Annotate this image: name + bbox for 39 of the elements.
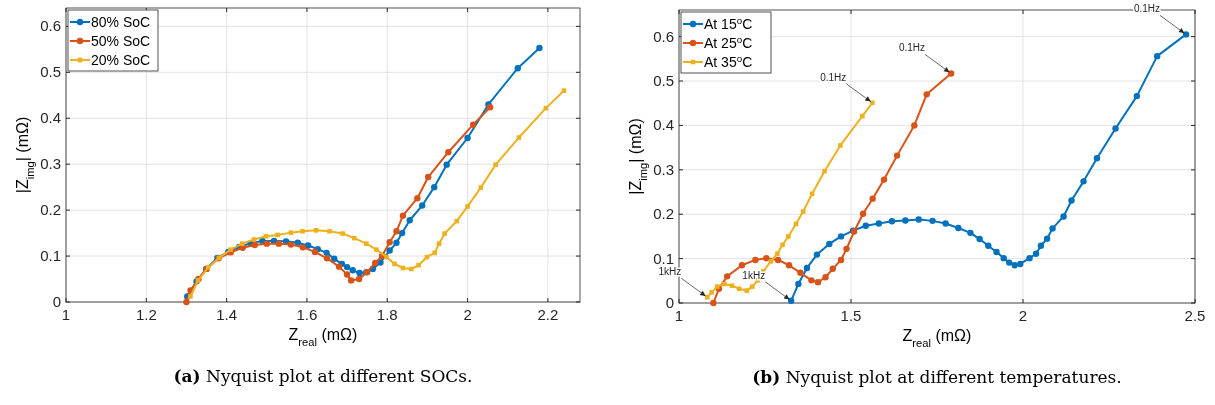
y-tick-label: 0.5: [40, 63, 61, 81]
y-tick-label: 0.4: [40, 109, 61, 127]
legend-label: 20% SoC: [91, 52, 151, 68]
annotation: 0.1Hz: [1133, 3, 1161, 15]
y-tick-label: 0.1: [653, 249, 674, 267]
x-tick-label: 2: [1018, 307, 1028, 324]
x-tick-label: 2.5: [1184, 307, 1206, 324]
x-axis-title: Z$_{real}$ (mΩ): [902, 327, 972, 349]
y-tick-label: 0.1: [40, 247, 61, 265]
x-tick-label: 2: [463, 306, 472, 323]
x-tick-label: 2.2: [537, 306, 559, 323]
y-tick-label: 0.6: [653, 27, 674, 45]
x-tick-label: 1.5: [840, 307, 862, 324]
x-tick-label: 1: [61, 306, 71, 323]
annotation: 0.1Hz: [820, 71, 847, 83]
x-tick-label: 1.8: [376, 306, 398, 323]
legend-label: 50% SoC: [91, 33, 151, 49]
legend-label: At 35$^{o}$C: [704, 52, 753, 70]
legend-label: 80% SoC: [91, 14, 151, 30]
y-tick-label: 0.4: [653, 116, 674, 134]
x-tick-label: 1.6: [296, 306, 318, 323]
x-tick-label: 1: [674, 307, 684, 324]
x-tick-label: 1.2: [135, 306, 157, 323]
annotation: 1kHz: [658, 266, 682, 278]
y-tick-label: 0.3: [653, 160, 674, 178]
x-axis-title: Z$_{real}$ (mΩ): [288, 326, 358, 348]
annotation: 0.1Hz: [898, 42, 926, 54]
y-tick-label: 0.2: [40, 201, 61, 219]
y-tick-label: 0: [52, 293, 61, 310]
y-tick-label: 0.6: [40, 17, 61, 35]
x-tick-label: 1.4: [216, 306, 238, 323]
y-tick-label: 0.2: [653, 205, 674, 223]
y-tick-label: 0.5: [653, 72, 674, 90]
legend-label: At 15$^{o}$C: [704, 14, 753, 32]
text: (b) Nyquist plot at different temperatures.: [752, 367, 1122, 387]
legend-label: At 25$^{o}$C: [704, 33, 753, 51]
text: (a) Nyquist plot at different SOCs.: [173, 366, 473, 386]
y-tick-label: 0: [665, 294, 674, 311]
y-tick-label: 0.3: [40, 155, 61, 173]
